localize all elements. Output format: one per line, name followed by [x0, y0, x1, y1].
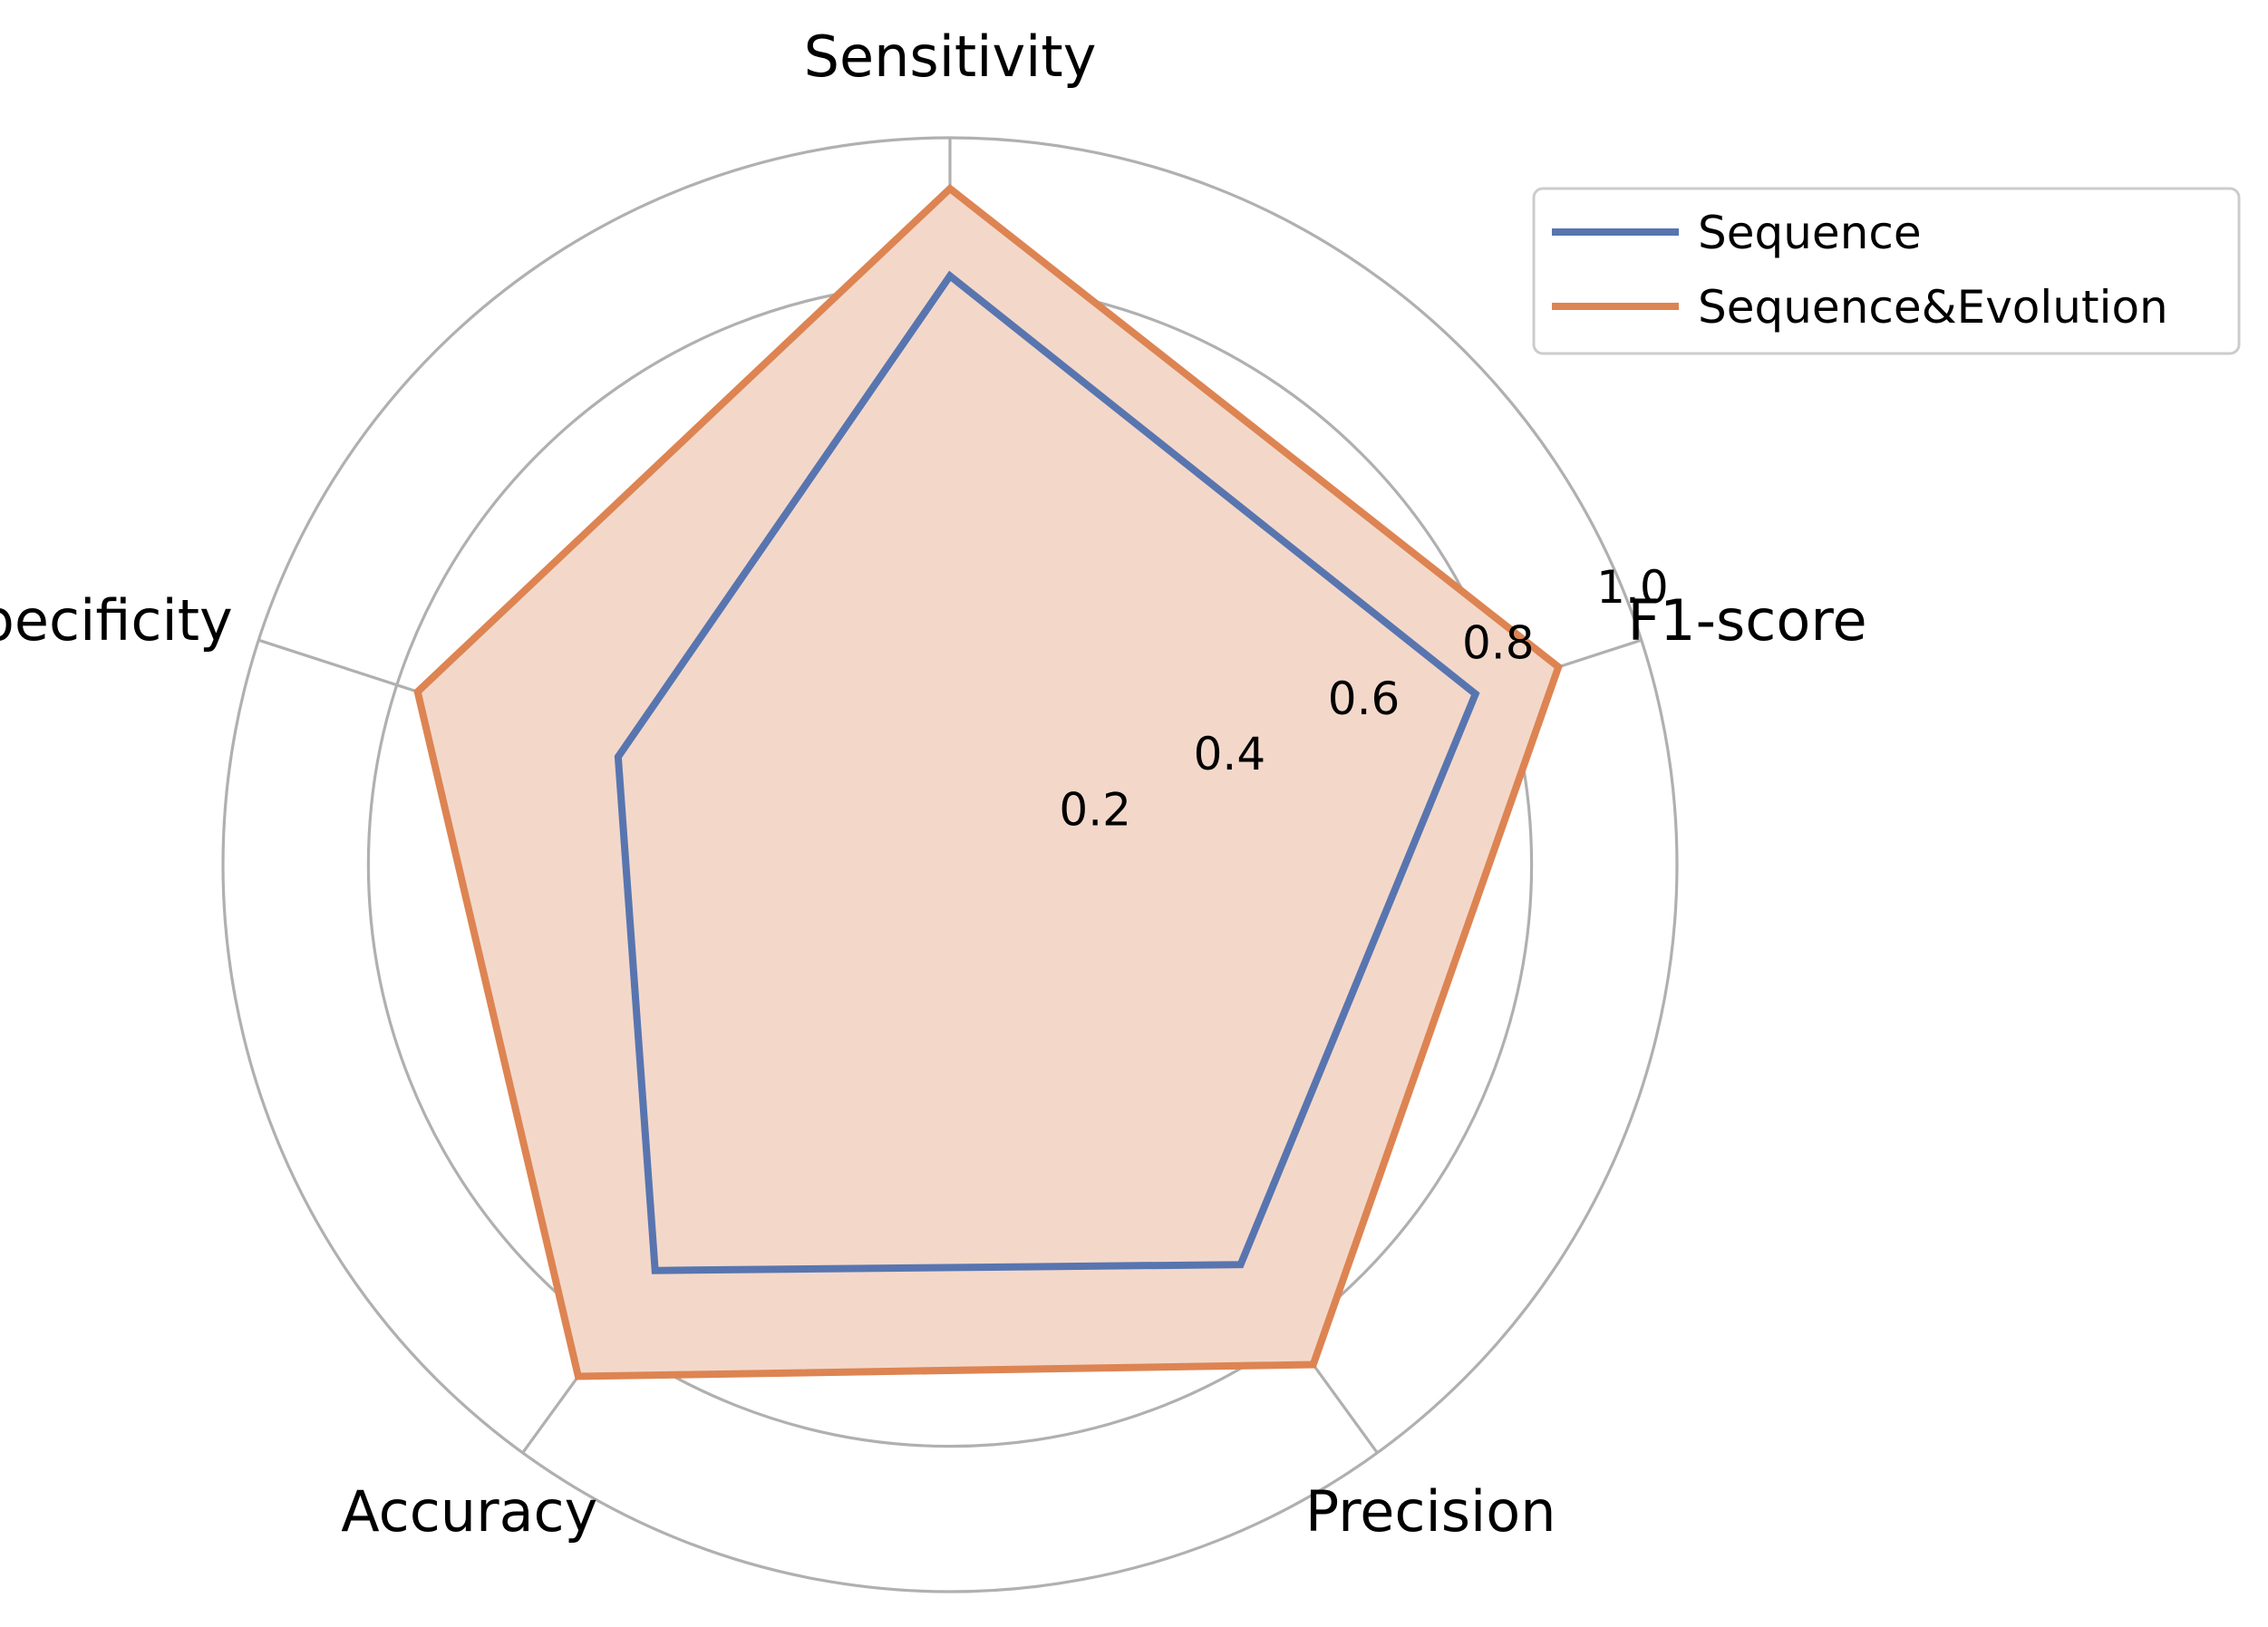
axis-label-precision: Precision: [1305, 1478, 1556, 1545]
tick-label: 0.6: [1328, 673, 1401, 725]
legend-label-sequence: Sequence: [1698, 207, 1922, 259]
axis-label-accuracy: Accuracy: [341, 1478, 597, 1545]
axis-label-sensitivity: Sensitivity: [804, 24, 1097, 90]
legend-label-sequence-evolution: Sequence&Evolution: [1698, 281, 2168, 334]
axis-label-specificity: Specificity: [0, 587, 233, 654]
tick-label: 0.2: [1059, 784, 1131, 837]
legend: Sequence Sequence&Evolution: [1534, 189, 2239, 353]
series-area-1: [418, 189, 1559, 1376]
series-layer: [418, 189, 1559, 1377]
axis-label-f1-score: F1-score: [1628, 587, 1867, 654]
tick-label: 0.4: [1194, 728, 1266, 780]
tick-label: 0.8: [1462, 616, 1535, 669]
